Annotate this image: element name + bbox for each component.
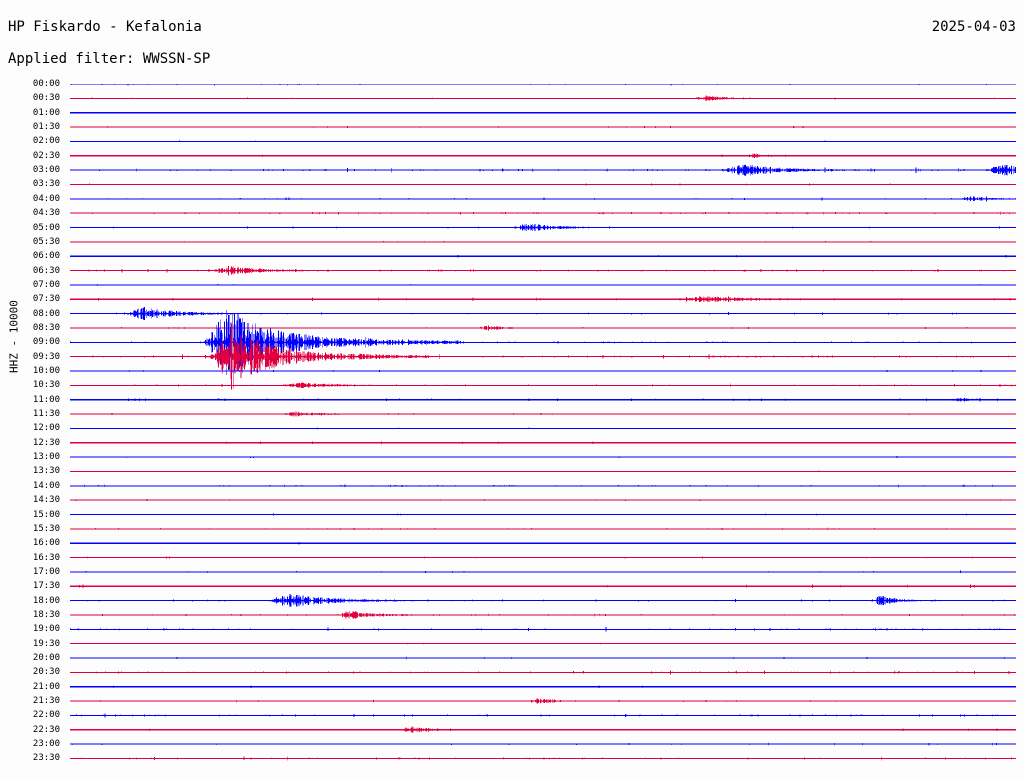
time-tick-label: 19:30: [32, 638, 60, 649]
time-tick-label: 12:00: [32, 423, 60, 434]
time-tick-label: 05:30: [32, 236, 60, 247]
time-axis-ticks: 00:00 00:30 01:00 01:30 02:00 02:30 03:00 03:30…: [0, 80, 66, 774]
time-tick-label: 17:00: [32, 566, 60, 577]
time-tick-label: 09:00: [32, 337, 60, 348]
time-tick-label: 03:00: [32, 165, 60, 176]
filter-label: Applied filter: WWSSN-SP: [8, 51, 211, 67]
time-tick-label: 16:00: [32, 538, 60, 549]
time-tick-label: 13:30: [32, 466, 60, 477]
time-tick-label: 12:30: [32, 437, 60, 448]
time-tick-label: 07:00: [32, 279, 60, 290]
time-tick-label: 21:30: [32, 696, 60, 707]
trace-canvas: [70, 84, 1016, 761]
time-tick-label: 14:30: [32, 495, 60, 506]
time-tick-label: 02:00: [32, 136, 60, 147]
time-tick-label: 04:30: [32, 208, 60, 219]
time-tick-label: 18:00: [32, 595, 60, 606]
time-tick-label: 06:00: [32, 251, 60, 262]
time-tick-label: 02:30: [32, 150, 60, 161]
time-tick-label: 08:30: [32, 322, 60, 333]
time-tick-label: 01:30: [32, 122, 60, 133]
time-tick-label: 08:00: [32, 308, 60, 319]
time-tick-label: 18:30: [32, 609, 60, 620]
time-tick-label: 15:30: [32, 523, 60, 534]
time-tick-label: 05:00: [32, 222, 60, 233]
time-tick-label: 19:00: [32, 624, 60, 635]
time-tick-label: 00:00: [32, 79, 60, 89]
time-tick-label: 17:30: [32, 581, 60, 592]
time-tick-label: 10:30: [32, 380, 60, 391]
time-tick-label: 11:30: [32, 409, 60, 420]
time-tick-label: 07:30: [32, 294, 60, 305]
time-tick-label: 10:00: [32, 366, 60, 376]
time-tick-label: 04:00: [32, 193, 60, 204]
time-tick-label: 20:00: [32, 653, 60, 663]
time-tick-label: 09:30: [32, 351, 60, 362]
time-tick-label: 20:30: [32, 667, 60, 678]
time-tick-label: 03:30: [32, 179, 60, 190]
time-tick-label: 11:00: [32, 394, 60, 405]
time-tick-label: 23:00: [32, 739, 60, 750]
seismogram-plot: [70, 84, 1016, 774]
date-label: 2025-04-03: [931, 19, 1016, 35]
time-tick-label: 15:00: [32, 509, 60, 520]
time-tick-label: 13:00: [32, 452, 60, 463]
page-title: HP Fiskardo - Kefalonia: [8, 19, 202, 35]
time-tick-label: 01:00: [32, 107, 60, 118]
time-tick-label: 23:30: [32, 753, 60, 764]
time-tick-label: 22:30: [32, 724, 60, 735]
time-tick-label: 21:00: [32, 681, 60, 692]
time-tick-label: 06:30: [32, 265, 60, 276]
time-tick-label: 00:30: [32, 93, 60, 104]
time-tick-label: 22:00: [32, 710, 60, 721]
time-tick-label: 14:00: [32, 480, 60, 491]
time-tick-label: 16:30: [32, 552, 60, 563]
